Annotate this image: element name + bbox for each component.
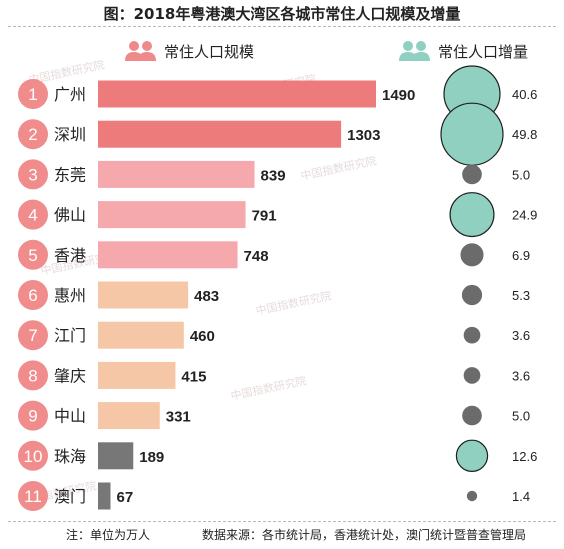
bar-value-label: 460: [190, 328, 215, 345]
increment-bubble: [466, 490, 478, 502]
people-icon: [125, 41, 156, 61]
bar: [98, 120, 342, 148]
increment-bubble: [455, 439, 489, 472]
increment-value-label: 12.6: [512, 449, 537, 464]
city-label: 深圳: [54, 125, 86, 144]
increment-value-label: 5.3: [512, 288, 530, 303]
increment-value-label: 24.9: [512, 208, 537, 223]
rank-number: 4: [28, 206, 37, 225]
legend-increment-label: 常住人口增量: [438, 42, 529, 61]
bar-value-label: 748: [244, 248, 269, 265]
rank-circle: [18, 280, 48, 310]
rank-circle: [18, 239, 48, 270]
city-label: 广州: [54, 85, 86, 104]
people-icon: [399, 41, 430, 61]
increment-bubble: [463, 367, 481, 384]
rank-number: 6: [28, 286, 37, 305]
increment-bubble: [440, 102, 504, 166]
bar-value-label: 67: [117, 489, 134, 506]
footer-divider: [8, 521, 556, 522]
bar: [98, 241, 238, 269]
bar-value-label: 415: [181, 368, 206, 385]
bar: [98, 442, 134, 470]
bar: [98, 80, 376, 108]
rank-number: 9: [28, 407, 37, 426]
legend-increment: 常住人口增量: [398, 40, 528, 62]
increment-bubble: [461, 284, 483, 306]
rank-circle: [18, 481, 48, 511]
rank-number: 3: [28, 165, 37, 184]
bar: [98, 160, 255, 188]
bar-value-label: 331: [166, 409, 191, 426]
rank-number: 10: [24, 447, 43, 466]
legend-scale-label: 常住人口规模: [164, 42, 255, 61]
city-label: 中山: [54, 407, 86, 426]
increment-value-label: 1.4: [512, 489, 530, 504]
title-divider: [8, 26, 556, 27]
bar: [98, 361, 176, 389]
increment-value-label: 3.6: [512, 368, 530, 383]
bar-value-label: 189: [139, 449, 164, 466]
rank-circle: [18, 320, 48, 351]
bar: [98, 402, 160, 430]
city-label: 惠州: [54, 286, 86, 305]
bar: [98, 482, 111, 510]
bar-value-label: 483: [194, 288, 219, 305]
rank-number: 5: [28, 246, 37, 265]
chart-title: 图：2018年粤港澳大湾区各城市常住人口规模及增量: [103, 4, 461, 23]
bar: [98, 321, 184, 349]
increment-value-label: 5.0: [512, 167, 530, 182]
increment-value-label: 3.6: [512, 328, 530, 343]
city-label: 东莞: [54, 165, 86, 184]
bar: [98, 281, 189, 309]
increment-bubble: [463, 326, 481, 344]
footer-source: 数据来源：各市统计局，香港统计处，澳门统计暨普查管理局: [202, 528, 527, 542]
increment-bubble: [449, 192, 495, 238]
rank-circle: [18, 440, 48, 471]
rank-circle: [18, 79, 48, 109]
rank-circle: [18, 199, 48, 230]
city-label: 香港: [54, 246, 86, 265]
rank-circle: [18, 119, 48, 150]
city-label: 佛山: [54, 206, 86, 225]
rank-circle: [18, 400, 48, 431]
bar-value-label: 1490: [382, 87, 415, 104]
city-label: 澳门: [54, 487, 86, 506]
rank-number: 11: [24, 487, 42, 506]
city-label: 珠海: [54, 447, 86, 466]
increment-value-label: 6.9: [512, 248, 530, 263]
increment-bubble: [462, 164, 482, 185]
bar-value-label: 1303: [347, 127, 380, 144]
rank-circle: [18, 360, 48, 391]
increment-bubble: [462, 405, 482, 426]
rank-number: 1: [28, 85, 37, 104]
bar-value-label: 839: [261, 167, 286, 184]
increment-value-label: 5.0: [512, 409, 530, 424]
city-label: 肇庆: [54, 366, 86, 385]
footer-note: 注：单位为万人: [66, 528, 151, 542]
bar-value-label: 791: [252, 208, 277, 225]
city-label: 江门: [54, 326, 86, 345]
increment-value-label: 40.6: [512, 87, 537, 102]
rank-number: 2: [28, 125, 37, 144]
bar: [98, 201, 246, 229]
increment-value-label: 49.8: [512, 127, 537, 142]
rank-number: 8: [28, 366, 37, 385]
legend-scale: 常住人口规模: [124, 40, 254, 62]
rank-circle: [18, 159, 48, 190]
increment-bubble: [460, 243, 484, 267]
rank-number: 7: [28, 326, 37, 345]
